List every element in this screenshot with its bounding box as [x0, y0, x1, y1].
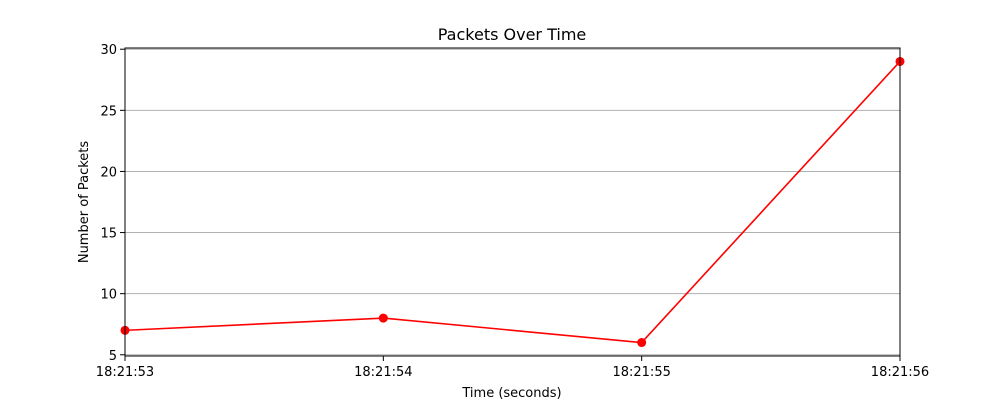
y-tick-label: 15 — [100, 227, 117, 242]
chart-title: Packets Over Time — [438, 25, 587, 44]
y-tick-label: 25 — [100, 104, 117, 119]
plot-frame — [124, 47, 901, 357]
grid-lines — [125, 48, 900, 356]
y-tick-label: 10 — [100, 288, 117, 303]
y-axis-label: Number of Packets — [77, 141, 92, 264]
x-tick-label: 18:21:54 — [354, 365, 412, 380]
y-axis-ticks: 5 10 15 20 25 30 — [100, 43, 125, 364]
x-axis-ticks: 18:21:53 18:21:54 18:21:55 18:21:56 — [96, 356, 929, 380]
y-tick-label: 30 — [100, 43, 117, 58]
x-tick-label: 18:21:56 — [871, 365, 929, 380]
series-layer — [120, 56, 905, 348]
y-tick-label: 20 — [100, 165, 117, 180]
series-line — [124, 60, 901, 344]
data-point — [378, 313, 388, 323]
x-tick-label: 18:21:53 — [96, 365, 154, 380]
y-tick-label: 5 — [109, 349, 117, 364]
x-axis-label: Time (seconds) — [461, 386, 561, 400]
data-point — [637, 338, 647, 348]
x-tick-label: 18:21:55 — [612, 365, 670, 380]
